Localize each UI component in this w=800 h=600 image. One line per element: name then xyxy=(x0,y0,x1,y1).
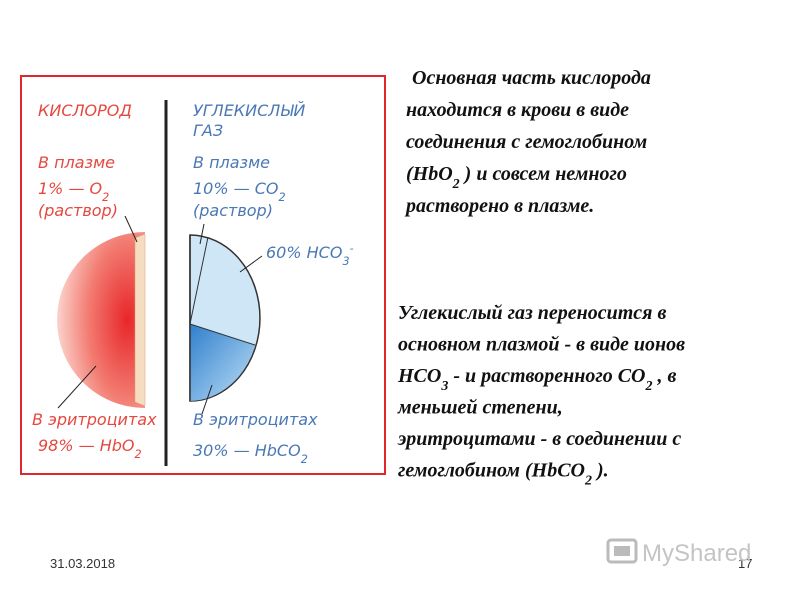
slide-date: 31.03.2018 xyxy=(50,556,115,571)
paragraph-line: эритроцитами - в соединении с xyxy=(397,428,681,450)
oxygen-plasma: В плазме xyxy=(38,153,115,172)
text-run: (раствор) xyxy=(38,201,118,220)
co2-cells: В эритроцитах xyxy=(193,410,318,429)
text-run: находится в крови в виде xyxy=(406,99,629,121)
text-run: ). xyxy=(592,460,609,482)
co2-title: УГЛЕКИСЛЫЙ xyxy=(193,101,305,120)
text-run: HCO xyxy=(397,365,441,387)
sector-border xyxy=(189,236,209,325)
watermark: MyShared xyxy=(642,540,751,567)
co2-plasma: В плазме xyxy=(193,153,270,172)
text-run: гемоглобином (HbCO xyxy=(398,460,585,482)
co2-plasma-share: 10% — CO2 xyxy=(193,179,286,204)
text-run: УГЛЕКИСЛЫЙ xyxy=(193,101,305,120)
oxygen-half-disc xyxy=(57,232,145,408)
oxygen-plasma-share: 1% — O2 xyxy=(38,179,109,204)
text-run: основном плазмой - в виде ионов xyxy=(398,334,685,356)
text-run: (HbO xyxy=(406,163,453,185)
text-run: 60% HCO xyxy=(266,243,342,262)
watermark-icon xyxy=(606,538,638,564)
sector-border xyxy=(189,323,256,346)
figure-frame xyxy=(20,75,386,475)
oxygen-plasma-strip xyxy=(134,233,146,407)
text-run: В плазме xyxy=(38,153,115,172)
text-run: 3 xyxy=(440,379,448,394)
text-run: Основная часть кислорода xyxy=(412,67,651,89)
text-run: 2 xyxy=(584,473,592,488)
oxygen-plasma-form: (раствор) xyxy=(38,201,118,220)
text-run: 10% — CO xyxy=(193,179,279,198)
paragraph-line: HCO3 - и растворенного CO2 , в xyxy=(397,365,676,394)
paragraph-line: Основная часть кислорода xyxy=(412,67,651,89)
text-run: соединения с гемоглобином xyxy=(406,131,647,153)
text-run: 98% — HbO xyxy=(38,436,135,455)
text-run: растворено в плазме. xyxy=(404,195,594,217)
text-run: В эритроцитах xyxy=(32,410,157,429)
text-run: 2 xyxy=(102,191,109,204)
paragraph-line: Углекислый газ переносится в xyxy=(398,302,666,324)
co2-plasma-form: (раствор) xyxy=(193,201,273,220)
text-run: - и растворенного CO xyxy=(448,365,645,387)
co2-bicarbonate: 60% HCO3- xyxy=(266,242,354,268)
text-run: 2 xyxy=(452,177,460,192)
paragraph-line: меньшей степени, xyxy=(397,397,563,419)
text-run: Углекислый газ переносится в xyxy=(398,302,666,324)
paragraph-line: гемоглобином (HbCO2 ). xyxy=(398,460,609,489)
oxygen-cells-share: 98% — HbO2 xyxy=(38,436,142,461)
paragraph-line: находится в крови в виде xyxy=(406,99,629,121)
text-run: КИСЛОРОД xyxy=(38,101,132,120)
slide-number: 17 xyxy=(738,556,752,571)
text-run: , в xyxy=(652,365,676,387)
text-run: 1% — O xyxy=(38,179,102,198)
text-run: ) и совсем немного xyxy=(460,163,627,185)
text-run: меньшей степени, xyxy=(397,397,563,419)
text-run: эритроцитами - в соединении с xyxy=(397,428,681,450)
oxygen-title: КИСЛОРОД xyxy=(38,101,132,120)
co2-cells-share: 30% — HbCO2 xyxy=(193,441,308,466)
oxygen-cells: В эритроцитах xyxy=(32,410,157,429)
text-run: 2 xyxy=(279,191,286,204)
paragraph-line: (HbO2 ) и совсем немного xyxy=(406,163,627,192)
leader-lines xyxy=(57,215,263,415)
co2-title: ГАЗ xyxy=(193,121,223,140)
paragraph-line: растворено в плазме. xyxy=(404,195,594,217)
co2-cells-sector xyxy=(190,324,255,401)
text-run: ГАЗ xyxy=(193,121,223,140)
text-run: 30% — HbCO xyxy=(193,441,301,460)
text-run: В плазме xyxy=(193,153,270,172)
paragraph-line: соединения с гемоглобином xyxy=(406,131,647,153)
text-run: - xyxy=(350,242,354,255)
text-run: 3 xyxy=(342,255,349,268)
text-run: В эритроцитах xyxy=(193,410,318,429)
text-run: 2 xyxy=(644,379,652,394)
text-run: 2 xyxy=(301,453,308,466)
text-run: (раствор) xyxy=(193,201,273,220)
text-run: 2 xyxy=(135,448,142,461)
paragraph-line: основном плазмой - в виде ионов xyxy=(398,334,685,356)
